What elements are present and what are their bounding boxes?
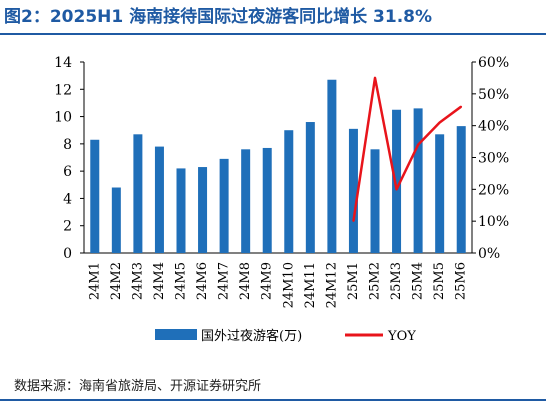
x-tick-label-24M7: 24M7 [217,262,232,300]
chart-legend: 国外过夜游客(万) YOY [155,328,416,344]
bottom-rule [0,399,546,401]
x-tick-label-25M6: 25M6 [454,262,469,300]
x-tick-label-24M11: 24M11 [303,262,318,308]
x-tick-label-25M2: 25M2 [368,262,383,300]
right-axis-tick-label: 0% [478,246,500,262]
left-axis-tick-label: 14 [54,55,72,71]
bar-24M1 [90,139,100,253]
left-axis-tick-label: 12 [54,82,72,98]
bar-24M12 [327,79,337,253]
x-tick-label-25M3: 25M3 [389,262,404,300]
yoy-point-25M6 [460,105,463,108]
bar-series [90,79,466,254]
bar-24M9 [262,147,272,253]
bar-24M4 [154,146,164,253]
left-axis-tick-label: 4 [63,191,72,207]
title-underline [0,33,546,35]
bar-24M5 [176,168,186,253]
x-tick-label-25M5: 25M5 [432,262,447,300]
left-axis-tick-label: 6 [63,164,72,180]
chart-axes: 0 2 4 6 8 10 12 14 0% 10% 20% 30% 40% 50% 60% [54,55,509,262]
right-axis-tick-label: 10% [478,214,509,230]
x-tick-label-25M1: 25M1 [346,262,361,300]
bar-24M6 [198,167,208,253]
left-axis-tick-label: 0 [63,246,72,262]
x-tick-label-24M5: 24M5 [174,262,189,300]
bar-25M3 [392,109,402,253]
right-axis-tick-label: 20% [478,182,509,198]
bar-24M10 [284,130,294,253]
yoy-line-series [352,76,463,222]
bar-24M2 [111,187,121,253]
chart-title: 图2：2025H1 海南接待国际过夜游客同比增长 31.8% [4,7,433,27]
right-axis-tick-label: 40% [478,119,509,135]
yoy-line [352,76,462,222]
x-tick-label-24M6: 24M6 [195,262,210,300]
yoy-point-25M4 [417,143,419,146]
x-tick-label-25M4: 25M4 [411,262,426,300]
bar-24M11 [305,122,315,254]
legend-bar-label: 国外过夜游客(万) [201,328,302,344]
bar-25M1 [348,128,358,253]
bar-24M7 [219,158,229,253]
x-tick-label-24M10: 24M10 [281,262,296,308]
bar-25M4 [413,108,423,253]
yoy-point-25M3 [395,188,398,191]
x-tick-label-24M8: 24M8 [238,262,253,300]
bar-24M8 [241,149,251,253]
yoy-point-25M2 [374,77,376,79]
bar-24M3 [133,134,143,253]
left-axis-tick-label: 10 [54,110,72,126]
bar-25M6 [456,126,466,253]
bar-25M5 [435,134,445,253]
x-tick-label-24M2: 24M2 [109,262,124,300]
legend-bar-swatch [155,329,197,340]
source-note: 数据来源：海南省旅游局、开源证券研究所 [14,379,262,394]
legend-line-label: YOY [387,329,416,344]
x-tick-label-24M4: 24M4 [152,262,167,300]
x-tick-label-24M1: 24M1 [87,262,102,300]
yoy-point-25M1 [352,220,355,222]
x-tick-label-24M3: 24M3 [130,262,145,300]
x-tick-label-24M12: 24M12 [324,262,339,308]
x-axis-labels: 24M1 24M2 24M3 24M4 24M5 24M6 24M7 24M8 24M9 24M1… [87,262,468,308]
left-axis-tick-label: 8 [63,137,72,153]
right-axis-tick-label: 30% [478,151,509,167]
x-tick-label-24M9: 24M9 [260,262,275,300]
left-axis-tick-label: 2 [63,219,72,235]
yoy-point-25M5 [438,121,441,124]
right-axis-tick-label: 50% [478,87,509,103]
bar-25M2 [370,149,380,253]
right-axis-tick-label: 60% [478,55,509,71]
